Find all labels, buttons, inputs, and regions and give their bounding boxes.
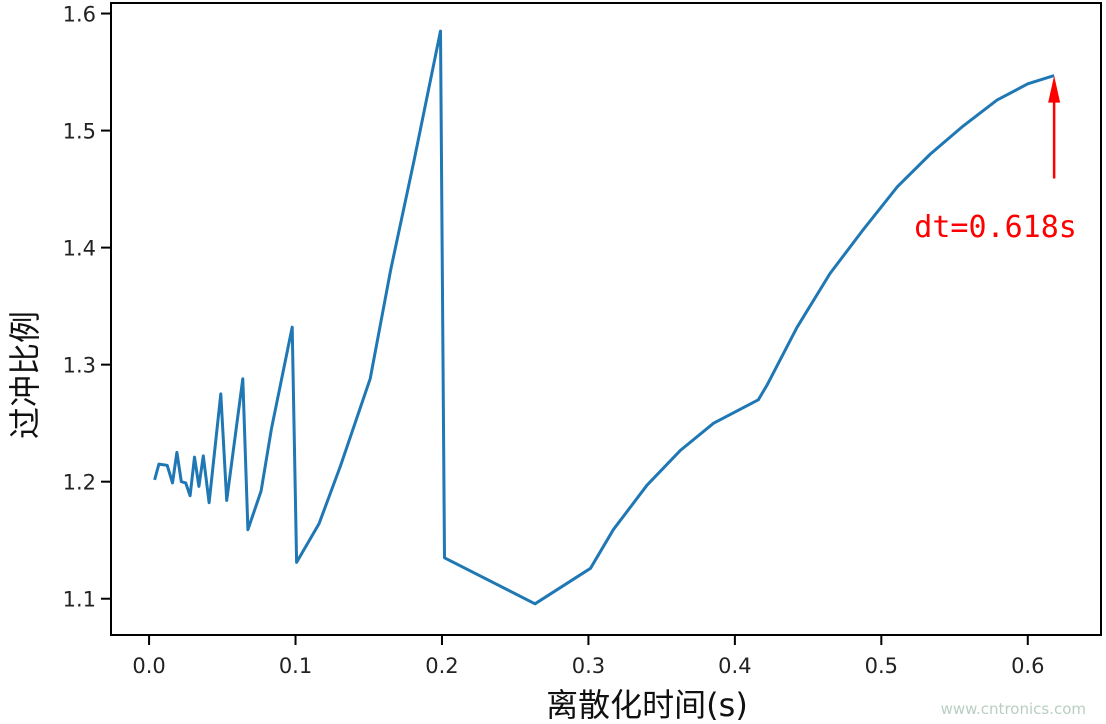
x-tick-label: 0.1 [279, 654, 312, 678]
y-tick-label: 1.6 [63, 3, 96, 27]
plot-frame [110, 2, 1102, 636]
x-axis-label: 离散化时间(s) [546, 686, 748, 724]
y-tick-label: 1.2 [63, 471, 96, 495]
x-tick-label: 0.4 [718, 654, 751, 678]
y-tick-label: 1.1 [63, 588, 96, 612]
x-tick-label: 0.6 [1011, 654, 1044, 678]
x-tick-label: 0.5 [865, 654, 898, 678]
series-line [153, 29, 1055, 606]
y-axis-label: 过冲比例 [6, 311, 44, 439]
annotation-arrow-head [1048, 75, 1061, 103]
plot-background [111, 3, 1101, 635]
y-tick-label: 1.3 [63, 354, 96, 378]
y-tick-label: 1.4 [63, 237, 96, 261]
watermark: www.cntronics.com [941, 700, 1086, 718]
x-tick-label: 0.0 [132, 654, 165, 678]
annotation-label: dt=0.618s [914, 210, 1077, 245]
x-tick-label: 0.2 [425, 654, 458, 678]
x-tick-label: 0.3 [572, 654, 605, 678]
y-tick-label: 1.5 [63, 120, 96, 144]
